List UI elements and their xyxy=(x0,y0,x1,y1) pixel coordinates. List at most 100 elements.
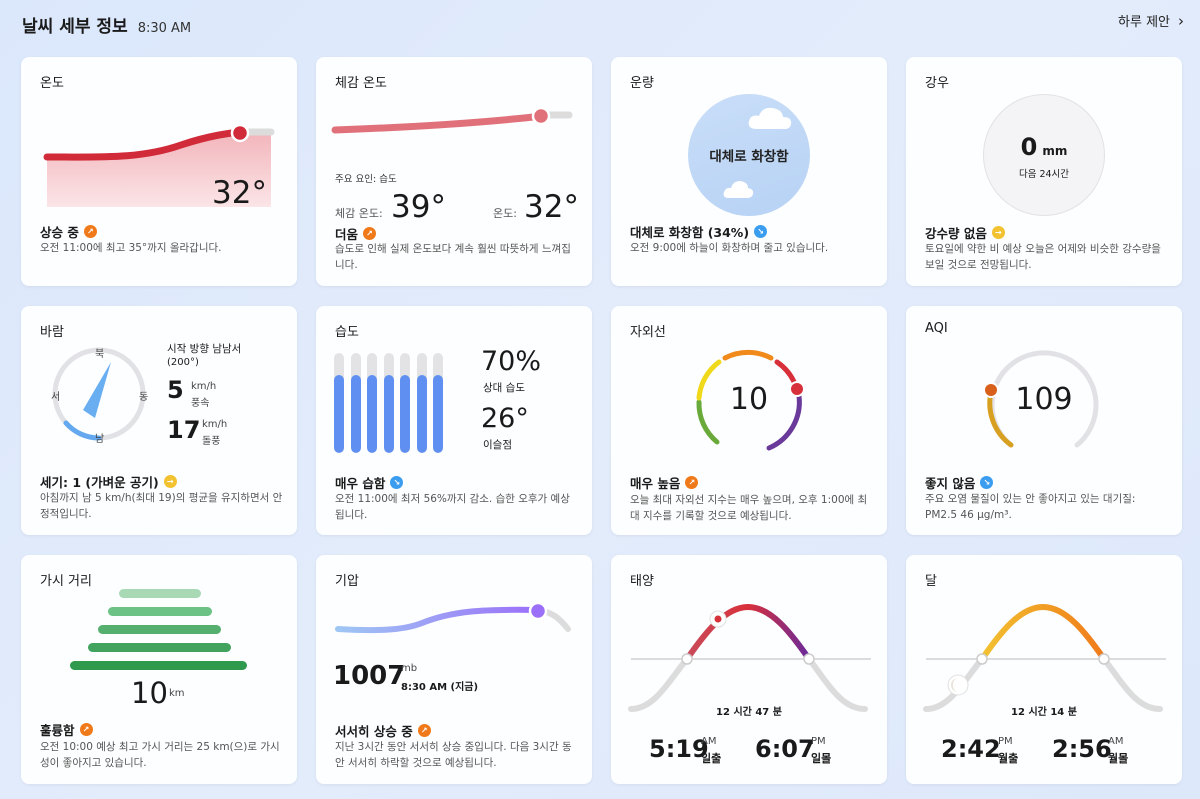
status-text: 좋지 않음 xyxy=(925,476,976,491)
page-title: 날씨 세부 정보 xyxy=(22,17,128,37)
visibility-desc: 오전 10:00 예상 최고 가시 거리는 25 km(으)로 가시성이 좋아지… xyxy=(40,741,280,769)
moon-arc xyxy=(923,603,1166,712)
daily-suggestion-label: 하루 제안 xyxy=(1118,15,1170,30)
compass-west: 서 xyxy=(51,392,61,403)
humidity-label: 상대 습도 xyxy=(483,382,525,394)
aqi-marker xyxy=(984,382,999,398)
uv-desc: 오늘 최대 자외선 지수는 매우 높으며, 오후 1:00에 최대 지수를 기록… xyxy=(630,494,868,522)
moon-card[interactable]: 달 12 시간 14 분 2:42 PM 월출 2:56 AM 월몰 xyxy=(906,555,1182,784)
pressure-marker xyxy=(528,601,548,621)
temp-value: 32° xyxy=(524,189,579,225)
cloud-small-icon xyxy=(723,181,754,198)
trend-flat-icon: → xyxy=(991,226,1005,239)
humidity-bar-fill xyxy=(416,375,427,453)
sun-card[interactable]: 태양 12 시간 47 분 5:19 AM 일출 6:07 PM 일몰 xyxy=(611,555,887,784)
trend-down-icon: ↘ xyxy=(390,476,404,489)
rain-value: 0 xyxy=(1020,133,1038,161)
sun-arc xyxy=(628,603,871,712)
daily-suggestion-link[interactable]: 하루 제안 › xyxy=(1118,11,1184,31)
humidity-bar xyxy=(416,353,427,453)
status-text: 상승 중 xyxy=(40,225,79,240)
trend-up-icon: ↗ xyxy=(363,227,377,240)
chevron-right-icon: › xyxy=(1178,11,1184,30)
humidity-bars xyxy=(334,353,454,453)
moonset-label: 월몰 xyxy=(1108,752,1129,765)
page-header: 날씨 세부 정보 8:30 AM xyxy=(22,12,191,37)
wind-card[interactable]: 바람 북 남 서 동 시작 방향 남남서 (200°) 5 km/h 풍속 17… xyxy=(21,306,297,535)
trend-up-icon: ↗ xyxy=(79,723,93,736)
moonrise-time: 2:42 xyxy=(941,735,1001,763)
status-text: 강수량 없음 xyxy=(925,226,987,241)
sunrise-label: 일출 xyxy=(701,752,722,765)
aqi-value: 109 xyxy=(1015,382,1073,417)
temperature-desc: 오전 11:00에 최고 35°까지 올라갑니다. xyxy=(40,242,222,254)
feels-like-card[interactable]: 체감 온도 주요 요인: 습도 체감 온도: 39° 온도: 32° 더움 ↗ … xyxy=(316,57,592,286)
compass-east: 동 xyxy=(139,392,149,403)
humidity-bar xyxy=(350,353,361,453)
wind-desc: 아침까지 남 5 km/h(최대 19)의 평균을 유지하면서 안정적입니다. xyxy=(40,492,283,520)
wind-speed: 5 xyxy=(167,376,184,404)
moonrise-ampm: PM xyxy=(998,736,1013,747)
feels-factor: 주요 요인: 습도 xyxy=(335,174,397,185)
humidity-card[interactable]: 습도 70% 상대 습도 26° 이슬점 매우 습함 ↘ 오전 11:00에 최… xyxy=(316,306,592,535)
humidity-bar xyxy=(433,353,443,453)
sunset-time: 6:07 xyxy=(755,735,815,763)
temperature-card[interactable]: 온도 32° 상승 중 ↗ 오전 11:00에 최고 35°까지 올라갑니다. xyxy=(21,57,297,286)
card-title: 체감 온도 xyxy=(335,76,387,91)
pressure-status: 서서히 상승 중 ↗ xyxy=(335,721,431,740)
humidity-bar xyxy=(334,353,344,453)
status-text: 서서히 상승 중 xyxy=(335,724,413,739)
card-title: 바람 xyxy=(40,325,64,340)
cloud-icon xyxy=(748,107,792,130)
card-title: 자외선 xyxy=(630,325,666,340)
wind-gust-label: 돌풍 xyxy=(202,436,221,447)
trend-up-icon: ↗ xyxy=(685,476,699,489)
rain-status: 강수량 없음 → xyxy=(925,223,1005,242)
card-title: AQI xyxy=(925,321,948,336)
card-title: 기압 xyxy=(335,574,359,589)
humidity-bar-fill xyxy=(383,375,394,453)
rain-desc: 토요일에 약한 비 예상 오늘은 어제와 비슷한 강수량을 보일 것으로 전망됩… xyxy=(925,243,1161,271)
temperature-value: 32° xyxy=(212,175,267,211)
wind-gust: 17 xyxy=(167,416,201,444)
trend-down-icon: ↘ xyxy=(980,476,994,489)
feels-like-line xyxy=(331,112,547,134)
compass-north: 북 xyxy=(95,349,105,360)
humidity-bar xyxy=(367,353,377,453)
cloud-cover-card[interactable]: 운량 대체로 화창함 대체로 화창함 (34%) ↘ 오전 9:00에 하늘이 … xyxy=(611,57,887,286)
moonset-ampm: AM xyxy=(1108,736,1124,747)
rain-amount: 0 mm xyxy=(983,133,1105,161)
humidity-bar-fill xyxy=(367,375,377,453)
temperature-graph xyxy=(43,123,275,207)
pressure-value: 1007 xyxy=(333,661,406,691)
rain-card[interactable]: 강우 0 mm 다음 24시간 강수량 없음 → 토요일에 약한 비 예상 오늘… xyxy=(906,57,1182,286)
pressure-desc: 지난 3시간 동안 서서히 상승 중입니다. 다음 3시간 동안 서서히 하락할… xyxy=(335,741,572,769)
dew-point-value: 26° xyxy=(481,403,529,434)
trend-up-icon: ↗ xyxy=(83,225,97,238)
sunrise-time: 5:19 xyxy=(649,735,709,763)
visibility-graph xyxy=(70,589,247,670)
status-text: 매우 높음 xyxy=(630,476,681,491)
status-text: 세기: 1 (가벼운 공기) xyxy=(40,475,159,490)
feels-like-marker xyxy=(531,106,551,126)
wind-direction: 시작 방향 남남서 xyxy=(167,343,242,355)
moon-icon xyxy=(947,674,969,696)
humidity-bar xyxy=(400,353,410,453)
feels-label: 체감 온도: xyxy=(335,207,383,220)
pressure-time: 8:30 AM (지금) xyxy=(401,682,479,693)
temperature-status: 상승 중 ↗ xyxy=(40,222,97,241)
uv-card[interactable]: 자외선 10 매우 높음 ↗ 오늘 최대 자외선 지수는 매우 높으며, 오후 … xyxy=(611,306,887,535)
card-title: 온도 xyxy=(40,76,64,91)
humidity-bar-fill xyxy=(400,375,410,453)
sunrise-ampm: AM xyxy=(701,736,717,747)
uv-gauge xyxy=(696,349,805,451)
wind-status: 세기: 1 (가벼운 공기) → xyxy=(40,472,177,491)
visibility-status: 훌륭함 ↗ xyxy=(40,720,93,739)
visibility-unit: km xyxy=(169,688,185,699)
visibility-card[interactable]: 가시 거리 10 km 훌륭함 ↗ 오전 10:00 예상 최고 가시 거리는 … xyxy=(21,555,297,784)
feels-value: 39° xyxy=(391,189,446,225)
cloud-desc: 오전 9:00에 하늘이 화창하며 줄고 있습니다. xyxy=(630,242,829,254)
pressure-card[interactable]: 기압 1007 mb 8:30 AM (지금) 서서히 상승 중 ↗ 지난 3시… xyxy=(316,555,592,784)
status-text: 더움 xyxy=(335,227,359,242)
aqi-card[interactable]: AQI 109 좋지 않음 ↘ 주요 오염 물질이 있는 안 좋아지고 있는 대… xyxy=(906,306,1182,535)
